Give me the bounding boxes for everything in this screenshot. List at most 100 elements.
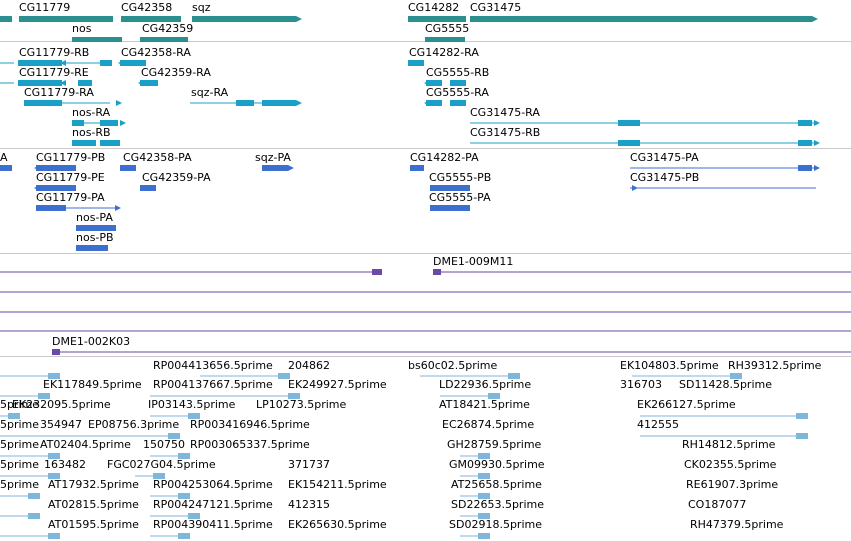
est-block[interactable] [478,513,490,519]
exon-block[interactable] [24,100,62,106]
est-block[interactable] [478,453,490,459]
est-label[interactable]: RP004390411.5prime [153,518,273,531]
gene-label[interactable]: CG14282 [408,1,460,14]
est-label[interactable]: LD22936.5prime [439,378,532,391]
gene-label[interactable]: CG42358 [121,1,173,14]
transcript-label[interactable]: CG11779-RB [19,46,90,59]
est-label[interactable]: GH28759.5prime [447,438,542,451]
est-label[interactable]: RH39312.5prime [728,359,822,372]
est-label[interactable]: 163482 [44,458,86,471]
transcript-label[interactable]: nos-RB [72,126,111,139]
est-label[interactable]: RP004137667.5prime [153,378,273,391]
est-label[interactable]: RE61907.3prime [686,478,779,491]
gene-label[interactable]: nos [72,22,92,35]
exon-block[interactable] [426,100,442,106]
transcript-label[interactable]: CG31475-RA [470,106,540,119]
est-label[interactable]: EC26874.5prime [442,418,535,431]
est-label[interactable]: RH47379.5prime [690,518,784,531]
est-block[interactable] [168,433,180,439]
est-label[interactable]: LP10273.5prime [256,398,347,411]
protein-label[interactable]: CG11779-PB [36,151,106,164]
exon-block[interactable] [76,225,116,231]
est-label[interactable]: SD11428.5prime [679,378,772,391]
est-label[interactable]: 204862 [288,359,330,372]
est-label[interactable]: AT01595.5prime [48,518,139,531]
est-block[interactable] [28,493,40,499]
exon-block[interactable] [798,140,812,146]
est-label[interactable]: GM09930.5prime [449,458,545,471]
clone-end[interactable] [52,349,60,355]
gene-label[interactable]: sqz [192,1,211,14]
est-block[interactable] [478,533,490,539]
est-label[interactable]: 150750 [143,438,185,451]
exon-block[interactable] [100,140,120,146]
est-label[interactable]: SD22653.5prime [451,498,544,511]
exon-block[interactable] [72,120,84,126]
est-label[interactable]: IP03143.5prime [148,398,236,411]
exon-block[interactable] [76,245,108,251]
exon-block[interactable] [410,165,424,171]
exon-block[interactable] [426,80,442,86]
exon-block[interactable] [18,80,62,86]
gene-label[interactable]: CG31475 [470,1,522,14]
exon-block[interactable] [120,165,136,171]
protein-label[interactable]: CG42358-PA [123,151,192,164]
gene-label[interactable]: CG11779 [19,1,71,14]
protein-label[interactable]: CG31475-PB [630,171,700,184]
est-block[interactable] [153,473,165,479]
est-label[interactable]: AT17932.5prime [48,478,139,491]
est-block[interactable] [796,433,808,439]
exon-block[interactable] [18,60,62,66]
transcript-label[interactable]: CG5555-RA [426,86,489,99]
exon-block[interactable] [36,165,76,171]
est-label[interactable]: EK104803.5prime [620,359,719,372]
est-label[interactable]: RP004413656.5prime [153,359,273,372]
clone-end[interactable] [433,269,441,275]
transcript-label[interactable]: CG31475-RB [470,126,541,139]
gene-label[interactable]: CG42359 [142,22,194,35]
clone-label[interactable]: DME1-002K03 [52,335,131,348]
exon-block[interactable] [450,80,466,86]
est-label[interactable]: EK154211.5prime [288,478,387,491]
est-label[interactable]: AT02404.5prime [40,438,131,451]
est-block[interactable] [48,533,60,539]
est-block[interactable] [8,413,20,419]
est-block[interactable] [188,513,200,519]
protein-label[interactable]: CG5555-PA [429,191,491,204]
est-label[interactable]: EK266127.5prime [637,398,736,411]
gene-bar[interactable] [72,37,122,42]
est-label[interactable]: 412315 [288,498,330,511]
gene-bar[interactable] [0,16,12,22]
exon-block[interactable] [36,205,66,211]
transcript-label[interactable]: CG11779-RE [19,66,89,79]
est-block[interactable] [488,393,500,399]
gene-label[interactable]: CG5555 [425,22,470,35]
exon-block[interactable] [236,100,254,106]
gene-bar[interactable] [470,16,812,22]
est-block[interactable] [48,473,60,479]
exon-block[interactable] [36,185,76,191]
protein-label[interactable]: CG5555-PB [429,171,492,184]
est-block[interactable] [478,493,490,499]
transcript-label[interactable]: nos-RA [72,106,111,119]
gene-bar[interactable] [408,16,466,22]
est-label[interactable]: 354947 [40,418,82,431]
est-block[interactable] [288,393,300,399]
est-block[interactable] [796,413,808,419]
est-label[interactable]: EP08756.3prime [88,418,180,431]
protein-label[interactable]: sqz-PA [255,151,291,164]
gene-bar[interactable] [19,16,113,22]
clone-end[interactable] [372,269,382,275]
est-block[interactable] [48,373,60,379]
protein-label[interactable]: CG42359-PA [142,171,211,184]
transcript-label[interactable]: CG14282-RA [409,46,479,59]
est-label[interactable]: CK02355.5prime [684,458,777,471]
protein-label[interactable]: A [0,151,8,164]
exon-block[interactable] [0,165,12,171]
est-label[interactable]: EK117849.5prime [43,378,142,391]
protein-label[interactable]: CG11779-PE [36,171,105,184]
gene-bar[interactable] [425,37,465,42]
est-block[interactable] [178,453,190,459]
transcript-label[interactable]: CG42358-RA [121,46,191,59]
exon-block[interactable] [140,185,156,191]
